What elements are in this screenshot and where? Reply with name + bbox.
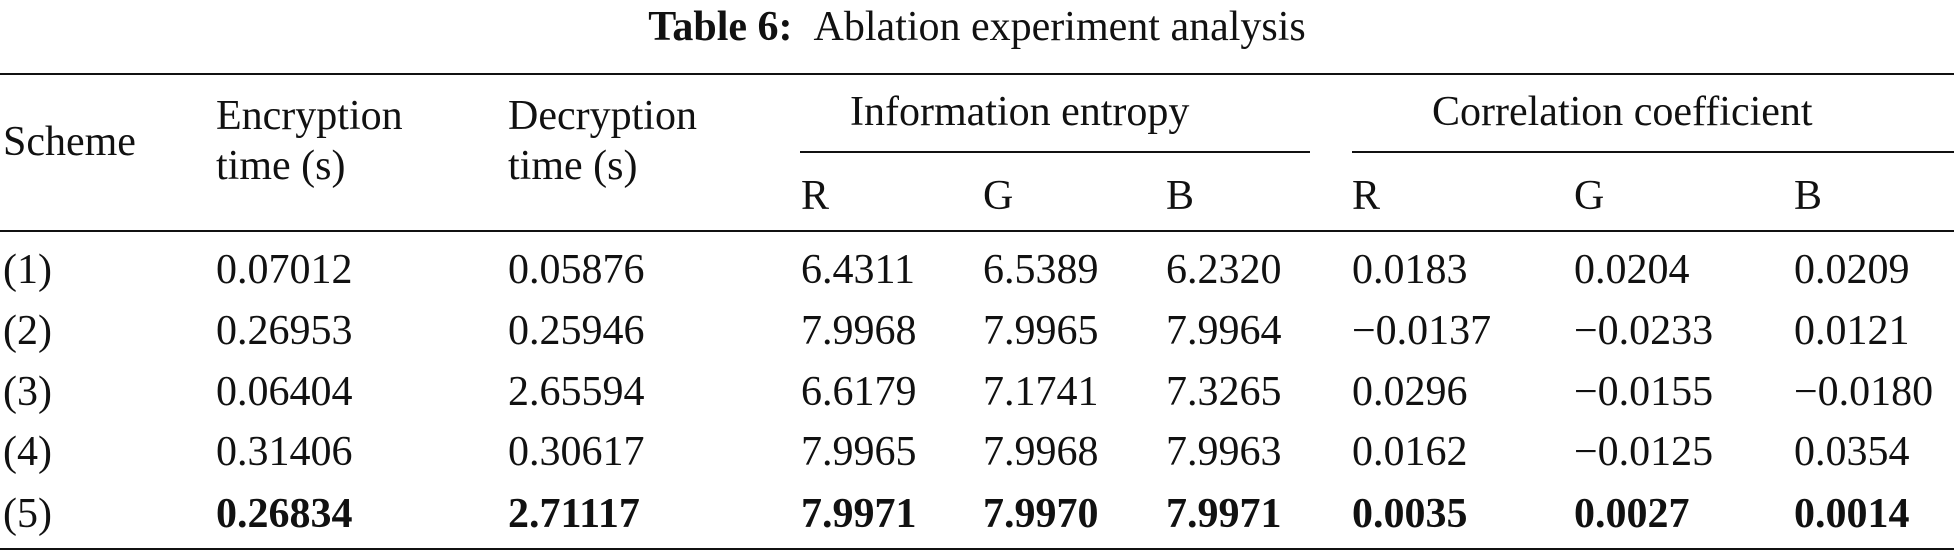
row-3-corr-b: −0.0180 bbox=[1794, 369, 1934, 415]
row-5-corr-g: 0.0027 bbox=[1574, 491, 1690, 537]
row-4-corr-g: −0.0125 bbox=[1574, 429, 1714, 475]
row-3-scheme: (3) bbox=[3, 369, 52, 415]
table-caption-label: Table 6: bbox=[648, 4, 793, 50]
row-5-entropy-g: 7.9970 bbox=[983, 491, 1099, 537]
row-5-scheme: (5) bbox=[3, 491, 52, 537]
row-2-entropy-b: 7.9964 bbox=[1166, 308, 1282, 354]
row-1-corr-g: 0.0204 bbox=[1574, 247, 1690, 293]
header-corr-b: B bbox=[1794, 173, 1823, 219]
corr-group-rule bbox=[1352, 151, 1954, 153]
row-4-scheme: (4) bbox=[3, 429, 52, 475]
row-1-corr-r: 0.0183 bbox=[1352, 247, 1468, 293]
header-decryption-line2: time (s) bbox=[508, 143, 638, 189]
header-entropy-g: G bbox=[983, 173, 1014, 219]
row-3-entropy-r: 6.6179 bbox=[801, 369, 917, 415]
row-1-entropy-b: 6.2320 bbox=[1166, 247, 1282, 293]
header-entropy-b: B bbox=[1166, 173, 1195, 219]
row-2-corr-r: −0.0137 bbox=[1352, 308, 1492, 354]
row-4-corr-r: 0.0162 bbox=[1352, 429, 1468, 475]
bottom-rule bbox=[0, 548, 1954, 550]
row-1-decryption-time: 0.05876 bbox=[508, 247, 645, 293]
top-rule bbox=[0, 73, 1954, 75]
row-2-scheme: (2) bbox=[3, 308, 52, 354]
row-1-encryption-time: 0.07012 bbox=[216, 247, 353, 293]
row-4-entropy-b: 7.9963 bbox=[1166, 429, 1282, 475]
row-2-decryption-time: 0.25946 bbox=[508, 308, 645, 354]
row-3-corr-r: 0.0296 bbox=[1352, 369, 1468, 415]
row-5-corr-b: 0.0014 bbox=[1794, 491, 1910, 537]
row-4-corr-b: 0.0354 bbox=[1794, 429, 1910, 475]
row-1-entropy-g: 6.5389 bbox=[983, 247, 1099, 293]
row-3-entropy-g: 7.1741 bbox=[983, 369, 1099, 415]
row-3-corr-g: −0.0155 bbox=[1574, 369, 1714, 415]
table-caption: Table 6: Ablation experiment analysis bbox=[0, 2, 1954, 52]
row-3-decryption-time: 2.65594 bbox=[508, 369, 645, 415]
row-2-corr-b: 0.0121 bbox=[1794, 308, 1910, 354]
header-decryption-line1: Decryption bbox=[508, 93, 697, 139]
table-caption-text: Ablation experiment analysis bbox=[813, 4, 1306, 50]
row-2-encryption-time: 0.26953 bbox=[216, 308, 353, 354]
row-5-corr-r: 0.0035 bbox=[1352, 491, 1468, 537]
row-3-entropy-b: 7.3265 bbox=[1166, 369, 1282, 415]
header-entropy-group: Information entropy bbox=[850, 89, 1190, 135]
entropy-group-rule bbox=[800, 151, 1310, 153]
row-2-corr-g: −0.0233 bbox=[1574, 308, 1714, 354]
row-5-entropy-r: 7.9971 bbox=[801, 491, 917, 537]
row-2-entropy-r: 7.9968 bbox=[801, 308, 917, 354]
row-4-entropy-r: 7.9965 bbox=[801, 429, 917, 475]
row-4-encryption-time: 0.31406 bbox=[216, 429, 353, 475]
header-encryption-line2: time (s) bbox=[216, 143, 346, 189]
row-5-encryption-time: 0.26834 bbox=[216, 491, 353, 537]
header-entropy-r: R bbox=[801, 173, 830, 219]
row-3-encryption-time: 0.06404 bbox=[216, 369, 353, 415]
row-5-decryption-time: 2.71117 bbox=[508, 491, 640, 537]
header-rule bbox=[0, 230, 1954, 232]
row-4-entropy-g: 7.9968 bbox=[983, 429, 1099, 475]
header-corr-g: G bbox=[1574, 173, 1605, 219]
header-correlation-group: Correlation coefficient bbox=[1432, 89, 1813, 135]
row-2-entropy-g: 7.9965 bbox=[983, 308, 1099, 354]
row-1-entropy-r: 6.4311 bbox=[801, 247, 915, 293]
header-encryption-line1: Encryption bbox=[216, 93, 403, 139]
row-4-decryption-time: 0.30617 bbox=[508, 429, 645, 475]
header-corr-r: R bbox=[1352, 173, 1381, 219]
header-scheme: Scheme bbox=[3, 119, 136, 165]
row-1-corr-b: 0.0209 bbox=[1794, 247, 1910, 293]
row-5-entropy-b: 7.9971 bbox=[1166, 491, 1282, 537]
row-1-scheme: (1) bbox=[3, 247, 52, 293]
